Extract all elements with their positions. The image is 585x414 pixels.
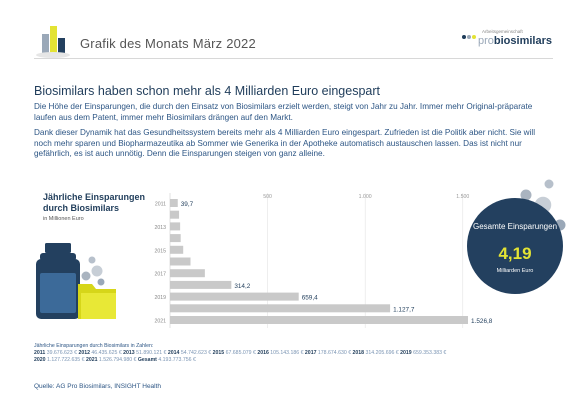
figure-year: 2013 <box>123 350 135 356</box>
figure-value: 51.890.121 € <box>134 350 168 356</box>
figure-year: 2012 <box>78 350 90 356</box>
figure-year: 2018 <box>352 350 365 356</box>
x-tick-label: 1.500 <box>456 194 469 200</box>
bar <box>170 292 299 301</box>
bar <box>170 210 180 219</box>
figure-year: 2017 <box>304 350 317 356</box>
folder-illustration <box>78 284 116 319</box>
year-label: 2017 <box>154 272 166 278</box>
figure-value: 178.674.630 € <box>316 350 353 356</box>
bar <box>170 280 232 289</box>
year-label: 2021 <box>154 319 166 325</box>
figure-value: 4.193.773.756 € <box>156 357 196 363</box>
bar <box>170 222 181 231</box>
page-header-title: Grafik des Monats März 2022 <box>80 36 256 51</box>
total-savings-value: 4,19 <box>498 244 532 263</box>
total-savings-unit: Milliarden Euro <box>496 268 534 274</box>
figures-line-1: 2011 39.676.623 € 2012 46.435.625 € 2013… <box>34 350 554 357</box>
intro-paragraph: Die Höhe der Einsparungen, die durch den… <box>34 102 533 122</box>
figure-value: 659.353.383 € <box>411 350 447 356</box>
chart-title: Jährliche Einsparungen durch Biosimilars <box>43 192 146 213</box>
brand-logo: Arbeitsgemeinschaft probiosimilars <box>462 29 554 55</box>
figures-line-2: 2020 1.127.722.635 € 2021 1.526.794.980 … <box>34 357 554 364</box>
total-savings-circle <box>467 198 563 294</box>
bar <box>170 257 191 266</box>
figure-year: Gesamt <box>137 357 157 363</box>
figure-year: 2011 <box>34 350 46 356</box>
x-tick-label: 500 <box>263 194 272 200</box>
figure-year: 2021 <box>85 357 98 363</box>
figure-year: 2020 <box>34 357 46 363</box>
logo-pro-text: pro <box>478 35 494 47</box>
figure-value: 39.676.623 € <box>45 350 79 356</box>
bar <box>170 304 391 313</box>
data-label: 314,2 <box>234 283 250 290</box>
figure-year: 2016 <box>257 350 269 356</box>
figures-list: 2011 39.676.623 € 2012 46.435.625 € 2013… <box>34 350 554 364</box>
header-icon <box>36 26 70 58</box>
bar <box>170 234 181 243</box>
figure-value: 1.526.794.980 € <box>97 357 138 363</box>
year-label: 2011 <box>155 202 166 208</box>
figure-value: 46.435.625 € <box>89 350 124 356</box>
figure-value: 1.127.722.635 € <box>45 357 86 363</box>
bar <box>170 199 178 207</box>
bar <box>170 269 205 278</box>
year-label: 2019 <box>154 295 166 301</box>
figure-year: 2015 <box>212 350 225 356</box>
data-label: 659,4 <box>302 295 318 302</box>
bar <box>170 316 468 324</box>
data-label: 1.127,7 <box>393 306 415 313</box>
bar <box>170 245 184 254</box>
total-savings-label: Gesamte Einsparungen <box>472 222 558 231</box>
header-divider <box>34 58 553 59</box>
year-label: 2013 <box>154 225 166 231</box>
chart-unit-label: in Millionen Euro <box>43 216 84 222</box>
data-label: 39,7 <box>181 201 194 208</box>
bottle-illustration <box>36 243 80 319</box>
logo-wordmark: probiosimilars <box>478 35 552 47</box>
figure-value: 314.205.696 € <box>364 350 401 356</box>
source-note: Quelle: AG Pro Biosimilars, INSIGHT Heal… <box>34 383 162 390</box>
figure-year: 2014 <box>167 350 180 356</box>
figures-title: Jährliche Einsparungen durch Biosimilars… <box>34 343 154 349</box>
coin-illustration <box>80 255 106 287</box>
figure-value: 54.742.623 € <box>179 350 213 356</box>
headline: Biosimilars haben schon mehr als 4 Milli… <box>34 84 381 98</box>
figure-value: 67.685.079 € <box>224 350 258 356</box>
logo-small-text: Arbeitsgemeinschaft <box>482 29 523 34</box>
figure-year: 2019 <box>400 350 412 356</box>
body-paragraph: Dank dieser Dynamik hat das Gesundheitss… <box>34 128 536 159</box>
logo-brand-text: biosimilars <box>493 35 552 47</box>
bar-chart: 500 1.000 1.500 2011 39,7 2013 2015 2017 314,2 20… <box>154 193 493 328</box>
year-label: 2015 <box>154 248 166 254</box>
x-tick-label: 1.000 <box>359 194 372 200</box>
data-label: 1.526,8 <box>471 318 493 325</box>
figure-value: 105.143.186 € <box>268 350 305 356</box>
